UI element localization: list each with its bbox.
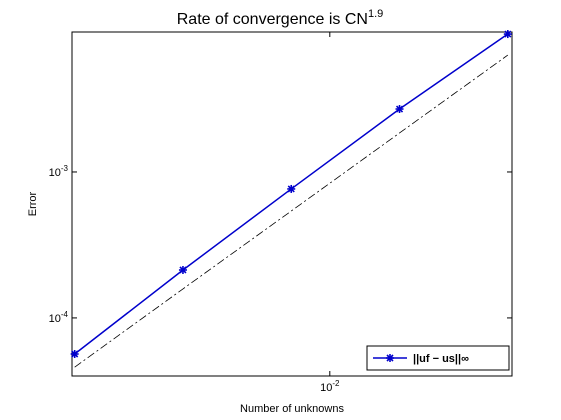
- y-tick-label: 10-4: [49, 310, 69, 325]
- x-tick-label: 10-2: [320, 379, 340, 394]
- marker-stroke: [71, 350, 79, 358]
- y-tick-label-exp: -4: [61, 310, 69, 319]
- y-axis-label: Error: [27, 191, 39, 216]
- marker-stroke: [395, 105, 404, 113]
- marker-stroke: [504, 30, 512, 38]
- y-tick-label: 10-3: [49, 164, 69, 179]
- series-line: [74, 54, 509, 368]
- y-tick-label-base: 10: [49, 313, 61, 325]
- marker-stroke: [179, 266, 187, 274]
- data-point: [503, 30, 512, 39]
- marker-stroke: [386, 354, 394, 362]
- legend-marker: [386, 354, 394, 362]
- title-text: Rate of convergence is CN: [177, 11, 368, 28]
- data-point: [70, 349, 79, 358]
- x-tick-label-base: 10: [320, 382, 332, 394]
- chart-title: Rate of convergence is CN1.9: [177, 8, 384, 28]
- data-point: [178, 265, 187, 274]
- legend-label: ||uf − us||∞: [413, 353, 469, 365]
- title-superscript: 1.9: [368, 8, 383, 20]
- axes-box: [71, 31, 513, 377]
- x-axis-label: Number of unknowns: [240, 403, 344, 415]
- y-tick-label-base: 10: [49, 167, 61, 179]
- marker-stroke: [287, 185, 295, 193]
- data-point: [287, 184, 296, 193]
- data-point: [395, 105, 404, 114]
- x-tick-label-exp: -2: [332, 379, 340, 388]
- y-tick-label-exp: -3: [61, 164, 69, 173]
